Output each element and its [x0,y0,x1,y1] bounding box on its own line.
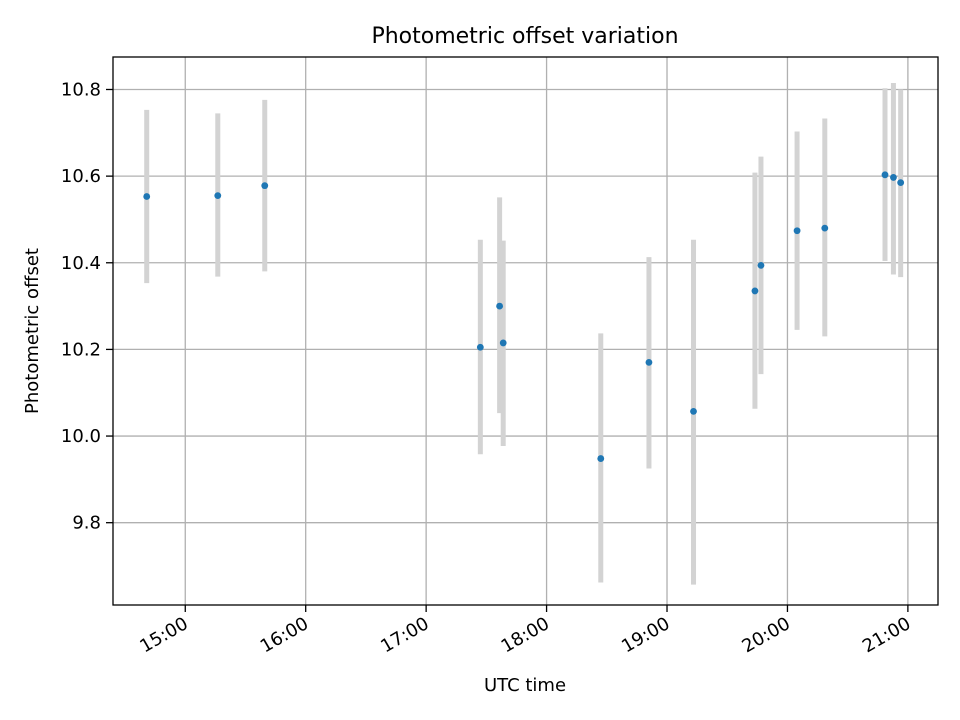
grid [113,57,938,605]
data-point [496,302,504,310]
x-axis-title: UTC time [484,675,566,696]
x-axis-ticks: 15:00 16:00 17:00 18:00 19:00 20:00 21:00 [136,605,914,657]
data-point [143,193,151,200]
y-tick-label: 10.6 [61,166,101,187]
x-tick-label: 17:00 [377,613,432,657]
data-point [897,179,905,187]
y-tick-label: 9.8 [72,513,101,534]
x-tick-label: 15:00 [136,613,191,657]
data-points [143,171,905,462]
y-tick-label: 10.0 [61,426,101,447]
data-point [821,224,829,232]
data-point [690,407,697,415]
data-point [881,171,889,179]
data-point [757,261,765,269]
x-tick-label: 19:00 [618,613,673,657]
data-point [499,339,507,347]
data-point [597,455,605,462]
y-tick-label: 10.2 [61,339,101,360]
y-tick-label: 10.4 [61,253,101,274]
data-point [890,174,897,181]
plot-frame [112,56,939,606]
data-point [793,227,801,235]
data-point [645,359,653,366]
y-axis-ticks: 9.8 10.0 10.2 10.4 10.6 10.8 [61,79,113,534]
x-tick-label: 16:00 [257,613,312,657]
y-axis-title: Photometric offset [22,248,43,414]
data-point [476,343,484,351]
x-tick-label: 18:00 [498,613,553,657]
data-point [751,287,759,295]
y-tick-label: 10.8 [61,79,101,100]
data-point [261,182,269,190]
x-tick-label: 21:00 [859,613,914,657]
x-tick-label: 20:00 [739,613,794,657]
data-point [214,192,222,200]
chart-title: Photometric offset variation [371,24,678,49]
